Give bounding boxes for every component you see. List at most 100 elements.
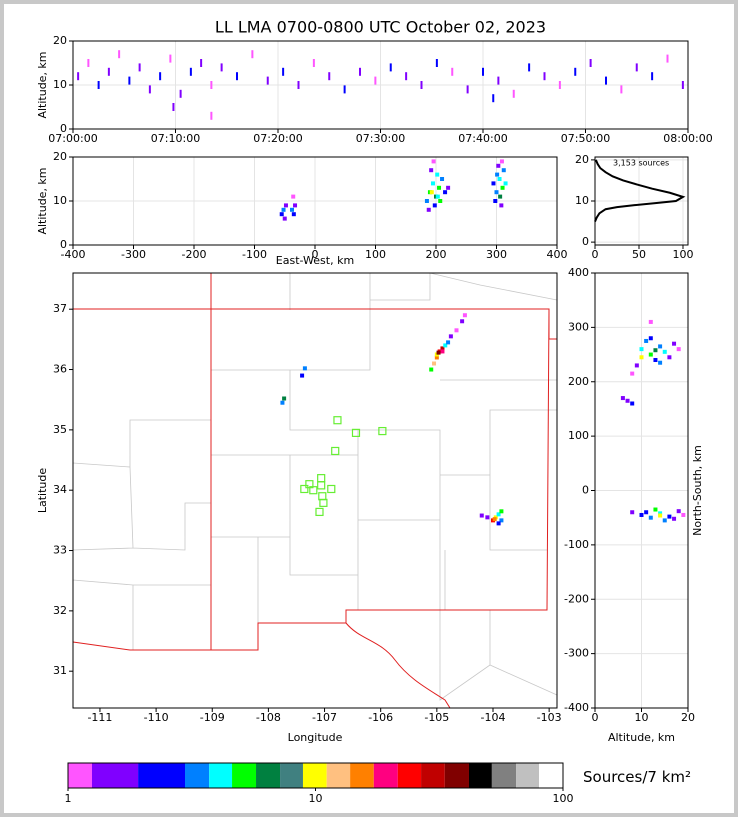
station (317, 481, 326, 490)
colorbar-segment (491, 763, 517, 788)
colorbar-tick-label: 100 (553, 792, 574, 805)
plot-frame (72, 40, 689, 130)
x-tick-label: 07:20:00 (253, 132, 302, 145)
colorbar-segment (302, 763, 327, 788)
colorbar-segment (444, 763, 469, 788)
station (333, 416, 342, 425)
colorbar-segment (280, 763, 303, 788)
source-point (438, 199, 443, 203)
source-point (434, 355, 439, 360)
source-point (498, 194, 503, 199)
source-point (429, 367, 434, 372)
chart-title: LL LMA 0700-0800 UTC October 02, 2023 (215, 18, 546, 37)
source-point (281, 207, 286, 212)
source-point (497, 76, 500, 85)
source-point (482, 67, 484, 76)
colorbar-segment (91, 763, 139, 788)
source-point (374, 76, 377, 85)
x-tick-label: -105 (424, 711, 449, 724)
source-point (639, 512, 644, 517)
source-point (499, 203, 504, 208)
map-boundaries (72, 272, 558, 709)
source-point (639, 355, 644, 360)
source-point (251, 50, 254, 59)
source-point (653, 348, 658, 353)
source-point (497, 177, 502, 181)
x-tick-label: 20 (681, 711, 695, 724)
source-point (446, 185, 451, 190)
source-point (189, 67, 192, 76)
station (378, 426, 387, 436)
source-point (648, 352, 653, 357)
x-tick-label: 07:50:00 (561, 132, 610, 145)
source-point (667, 514, 672, 519)
source-point (501, 168, 506, 173)
source-point (291, 194, 296, 199)
source-point (648, 336, 653, 341)
source-point (200, 59, 203, 67)
source-point (435, 172, 440, 177)
source-point (448, 334, 453, 339)
plot-frame (594, 272, 689, 709)
source-point (630, 401, 635, 406)
source-point (389, 63, 392, 72)
source-point (138, 63, 141, 72)
y-tick-label: 0 (60, 122, 67, 135)
source-point (87, 59, 90, 67)
source-point (266, 76, 269, 85)
source-point (424, 199, 429, 203)
plot-frame (594, 156, 689, 246)
source-point (496, 521, 501, 526)
y-tick-label: 34 (53, 483, 67, 496)
source-point (666, 54, 669, 63)
x-tick-label: 0 (592, 248, 599, 261)
y-tick-label: 0 (60, 238, 67, 251)
y-tick-label: 400 (568, 266, 589, 279)
station (319, 498, 328, 507)
x-tick-label: 07:30:00 (356, 132, 405, 145)
source-point (210, 81, 213, 89)
source-point (77, 72, 80, 81)
source-point (359, 67, 361, 76)
source-point (634, 363, 639, 368)
source-point (466, 85, 469, 94)
source-point (118, 50, 121, 59)
x-tick-label: 50 (632, 248, 646, 261)
y-tick-label: 20 (53, 34, 67, 47)
source-point (493, 199, 498, 203)
source-point (620, 85, 623, 94)
x-tick-label: -109 (200, 711, 225, 724)
station (351, 428, 361, 437)
source-point (479, 513, 484, 518)
source-point (293, 203, 298, 208)
y-axis-label: North-South, km (691, 445, 704, 536)
source-point (499, 159, 504, 164)
source-point (291, 212, 296, 217)
colorbar-segment (256, 763, 281, 788)
y-tick-label: 200 (568, 375, 589, 388)
source-point (290, 207, 295, 212)
colorbar-segment (397, 763, 422, 788)
source-point (426, 207, 431, 212)
source-point (667, 355, 672, 360)
source-point (451, 67, 454, 76)
source-point (436, 350, 441, 355)
y-tick-label: 300 (568, 320, 589, 333)
source-point (503, 181, 508, 186)
x-tick-label: 100 (365, 248, 386, 261)
y-tick-label: 32 (53, 604, 67, 617)
plot-frame (72, 272, 558, 709)
source-point (282, 396, 287, 401)
source-point (431, 159, 436, 164)
x-tick-label: 0 (312, 248, 319, 261)
y-tick-label: 35 (53, 423, 67, 436)
source-point (429, 190, 434, 195)
source-point (639, 347, 644, 352)
source-point (676, 509, 681, 514)
source-point (543, 72, 546, 81)
source-point (658, 344, 663, 349)
source-point (179, 89, 182, 98)
source-point (558, 81, 561, 89)
source-point (644, 510, 649, 515)
source-point (462, 313, 467, 318)
